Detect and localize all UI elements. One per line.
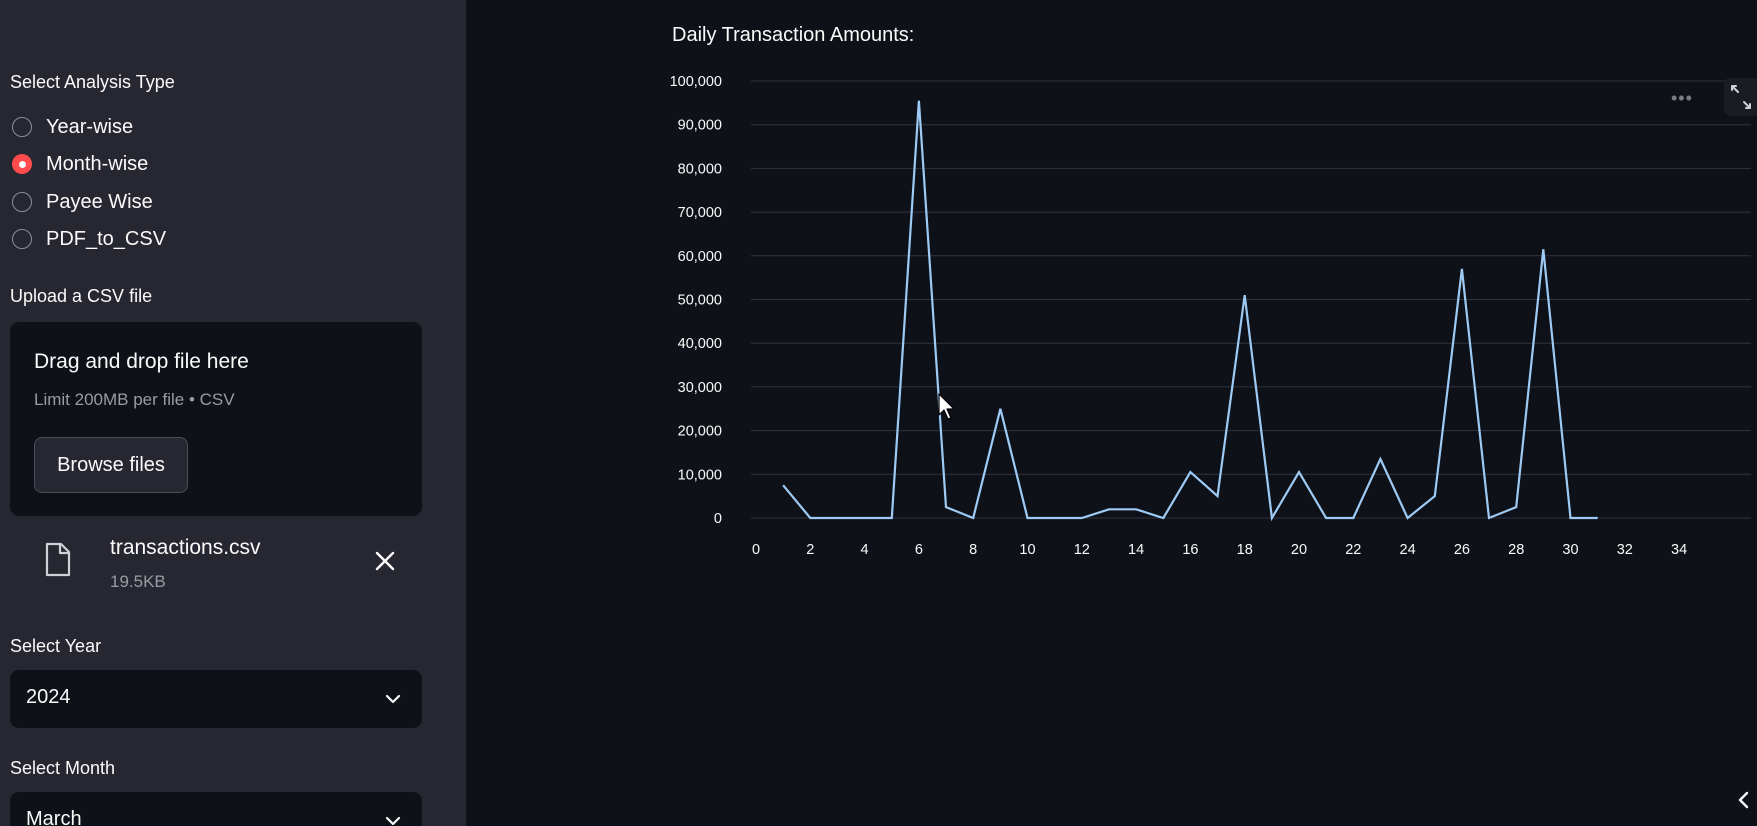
sidebar: Select Analysis Type Year-wise Month-wis… bbox=[0, 0, 466, 826]
dropzone-title: Drag and drop file here bbox=[34, 350, 249, 374]
y-tick-label: 90,000 bbox=[678, 118, 722, 134]
x-tick-label: 30 bbox=[1562, 542, 1578, 558]
y-tick-label: 0 bbox=[714, 511, 722, 527]
y-tick-label: 70,000 bbox=[678, 205, 722, 221]
radio-month-wise[interactable]: Month-wise bbox=[12, 149, 148, 179]
month-select-value: March bbox=[26, 808, 82, 826]
radio-label: Year-wise bbox=[46, 116, 133, 139]
x-tick-label: 4 bbox=[861, 542, 869, 558]
x-tick-label: 0 bbox=[752, 542, 760, 558]
file-name: transactions.csv bbox=[110, 536, 261, 560]
x-tick-label: 22 bbox=[1345, 542, 1361, 558]
radio-pdf-to-csv[interactable]: PDF_to_CSV bbox=[12, 224, 166, 254]
x-tick-label: 26 bbox=[1454, 542, 1470, 558]
radio-button-checked-icon[interactable] bbox=[12, 154, 32, 174]
line-chart[interactable]: 0 10,000 20,000 30,000 40,000 50,000 60,000 70,… bbox=[466, 0, 1757, 600]
radio-button-icon[interactable] bbox=[12, 117, 32, 137]
chart-series bbox=[783, 101, 1598, 519]
file-size: 19.5KB bbox=[110, 572, 166, 592]
month-select[interactable]: March bbox=[10, 792, 422, 826]
radio-payee-wise[interactable]: Payee Wise bbox=[12, 187, 153, 217]
series-line[interactable] bbox=[783, 101, 1598, 518]
x-tick-label: 10 bbox=[1019, 542, 1035, 558]
radio-label: Payee Wise bbox=[46, 191, 153, 214]
x-axis-ticks: 0 2 4 6 8 10 12 14 16 18 20 22 24 26 28 30 32 34 bbox=[752, 542, 1687, 558]
y-tick-label: 80,000 bbox=[678, 161, 722, 177]
radio-label: PDF_to_CSV bbox=[46, 228, 166, 251]
file-dropzone[interactable]: Drag and drop file here Limit 200MB per … bbox=[10, 322, 422, 516]
y-tick-label: 50,000 bbox=[678, 293, 722, 309]
year-select-value: 2024 bbox=[26, 686, 71, 709]
month-select-label: Select Month bbox=[10, 758, 115, 779]
expand-icon[interactable] bbox=[1724, 78, 1757, 116]
x-tick-label: 20 bbox=[1291, 542, 1307, 558]
year-select-label: Select Year bbox=[10, 636, 101, 657]
file-icon bbox=[44, 542, 72, 578]
y-tick-label: 100,000 bbox=[670, 74, 722, 90]
x-tick-label: 18 bbox=[1237, 542, 1253, 558]
y-axis-ticks: 0 10,000 20,000 30,000 40,000 50,000 60,000 70,… bbox=[670, 74, 722, 527]
chart-grid bbox=[751, 81, 1751, 518]
y-tick-label: 30,000 bbox=[678, 380, 722, 396]
main-content: Daily Transaction Amounts: 0 10,000 20,000… bbox=[466, 0, 1757, 826]
x-tick-label: 2 bbox=[806, 542, 814, 558]
analysis-type-label: Select Analysis Type bbox=[10, 72, 175, 93]
x-tick-label: 8 bbox=[969, 542, 977, 558]
chevron-down-icon[interactable] bbox=[384, 812, 402, 826]
chevron-down-icon[interactable] bbox=[384, 690, 402, 708]
x-tick-label: 28 bbox=[1508, 542, 1524, 558]
y-tick-label: 10,000 bbox=[678, 467, 722, 483]
radio-year-wise[interactable]: Year-wise bbox=[12, 112, 133, 142]
radio-button-icon[interactable] bbox=[12, 229, 32, 249]
y-tick-label: 20,000 bbox=[678, 424, 722, 440]
radio-button-icon[interactable] bbox=[12, 192, 32, 212]
x-tick-label: 24 bbox=[1400, 542, 1416, 558]
year-select[interactable]: 2024 bbox=[10, 670, 422, 728]
x-tick-label: 14 bbox=[1128, 542, 1144, 558]
y-tick-label: 60,000 bbox=[678, 249, 722, 265]
x-tick-label: 6 bbox=[915, 542, 923, 558]
mouse-cursor-icon bbox=[938, 393, 956, 421]
browse-files-button[interactable]: Browse files bbox=[34, 437, 188, 493]
x-tick-label: 16 bbox=[1182, 542, 1198, 558]
radio-label: Month-wise bbox=[46, 153, 148, 176]
chevron-left-icon[interactable] bbox=[1736, 790, 1750, 810]
x-tick-label: 12 bbox=[1074, 542, 1090, 558]
close-icon[interactable] bbox=[372, 548, 398, 574]
uploaded-file: transactions.csv 19.5KB bbox=[10, 530, 422, 600]
dropzone-limit-text: Limit 200MB per file • CSV bbox=[34, 390, 235, 410]
x-tick-label: 34 bbox=[1671, 542, 1687, 558]
more-horizontal-icon[interactable]: ••• bbox=[1671, 88, 1693, 109]
y-tick-label: 40,000 bbox=[678, 336, 722, 352]
expand-chart-button[interactable] bbox=[1724, 78, 1757, 116]
upload-label: Upload a CSV file bbox=[10, 286, 152, 307]
x-tick-label: 32 bbox=[1617, 542, 1633, 558]
